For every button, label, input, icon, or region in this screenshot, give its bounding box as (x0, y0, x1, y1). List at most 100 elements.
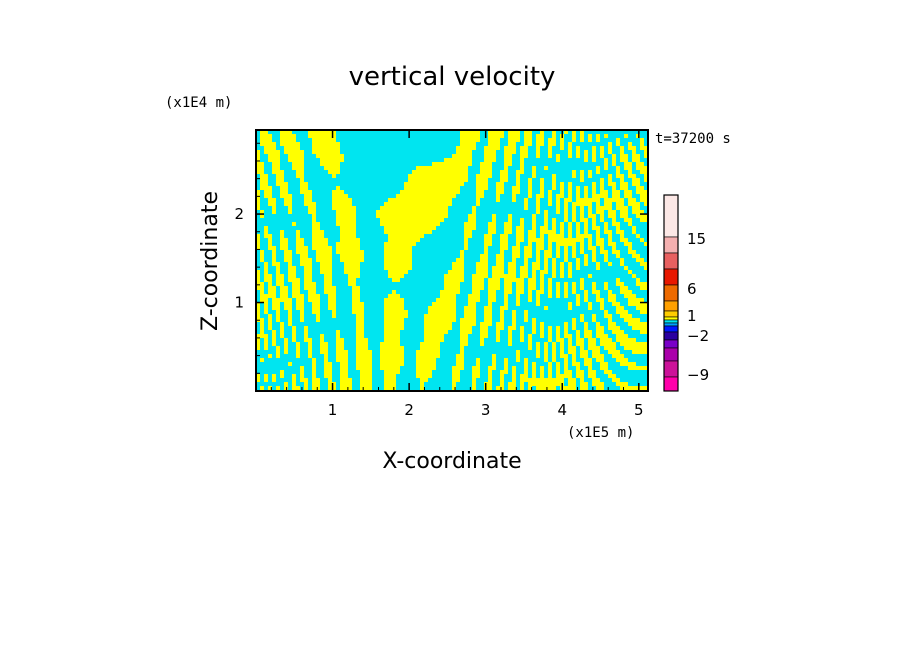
updraft-cell (572, 254, 576, 258)
updraft-cell (284, 342, 288, 346)
updraft-cell (284, 346, 288, 350)
updraft-cell (360, 370, 372, 374)
updraft-cell (516, 282, 524, 286)
time-label: t=37200 s (655, 131, 731, 147)
updraft-cell (312, 238, 328, 242)
updraft-cell (612, 330, 624, 334)
updraft-cell (280, 322, 284, 326)
updraft-cell (592, 354, 604, 358)
updraft-cell (272, 298, 292, 302)
updraft-cell (384, 378, 396, 382)
updraft-cell (624, 166, 632, 170)
updraft-cell (568, 222, 572, 226)
updraft-cell (256, 286, 264, 290)
updraft-cell (616, 278, 620, 282)
updraft-cell (620, 154, 628, 158)
updraft-cell (488, 142, 500, 146)
updraft-cell (504, 154, 512, 158)
updraft-cell (568, 274, 572, 278)
updraft-cell (408, 174, 468, 178)
updraft-cell (308, 298, 320, 302)
updraft-cell (508, 342, 512, 346)
updraft-cell (488, 282, 500, 286)
updraft-cell (300, 182, 308, 186)
updraft-cell (568, 382, 576, 386)
updraft-cell (592, 286, 596, 290)
updraft-cell (524, 314, 528, 318)
updraft-cell (564, 210, 568, 214)
updraft-cell (580, 178, 584, 182)
updraft-cell (540, 326, 544, 330)
updraft-cell (616, 174, 624, 178)
updraft-cell (512, 190, 520, 194)
updraft-cell (332, 194, 348, 198)
updraft-cell (472, 206, 476, 210)
updraft-cell (348, 274, 360, 278)
colorbar-swatch (663, 325, 679, 333)
updraft-cell (284, 258, 292, 262)
updraft-cell (624, 218, 632, 222)
updraft-cell (512, 310, 516, 314)
updraft-cell (360, 378, 372, 382)
updraft-cell (276, 318, 280, 322)
updraft-cell (268, 154, 280, 158)
updraft-cell (356, 366, 372, 370)
updraft-cell (424, 326, 452, 330)
updraft-cell (608, 374, 616, 378)
updraft-cell (600, 250, 608, 254)
updraft-cell (256, 310, 260, 314)
updraft-cell (312, 362, 316, 366)
updraft-cell (556, 334, 560, 338)
updraft-cell (424, 334, 444, 338)
updraft-cell (268, 246, 276, 250)
updraft-cell (340, 362, 348, 366)
updraft-cell (276, 270, 280, 274)
updraft-cell (296, 250, 308, 254)
updraft-cell (476, 198, 480, 202)
updraft-cell (460, 130, 480, 134)
updraft-cell (612, 218, 616, 222)
updraft-cell (336, 242, 360, 246)
colorbar-label: −2 (687, 327, 709, 345)
updraft-cell (504, 158, 512, 162)
updraft-cell (628, 366, 648, 370)
updraft-cell (504, 278, 524, 282)
updraft-cell (612, 302, 620, 306)
updraft-cell (284, 350, 288, 354)
updraft-cell (328, 294, 336, 298)
updraft-cell (404, 186, 460, 190)
updraft-cell (580, 130, 584, 134)
updraft-cell (564, 362, 568, 366)
updraft-cell (272, 258, 276, 262)
updraft-cell (592, 318, 596, 322)
updraft-cell (524, 262, 528, 266)
updraft-cell (532, 326, 536, 330)
updraft-cell (500, 174, 508, 178)
updraft-cell (596, 262, 600, 266)
updraft-cell (528, 386, 532, 390)
updraft-cell (632, 178, 640, 182)
updraft-cell (320, 346, 328, 350)
updraft-cell (556, 202, 560, 206)
updraft-cell (276, 178, 284, 182)
updraft-cell (524, 134, 532, 138)
updraft-cell (292, 162, 304, 166)
updraft-cell (336, 214, 356, 218)
updraft-cell (316, 258, 332, 262)
updraft-cell (460, 254, 464, 258)
updraft-cell (628, 174, 636, 178)
updraft-cell (256, 166, 264, 170)
updraft-cell (564, 286, 568, 290)
updraft-cell (608, 326, 620, 330)
updraft-cell (536, 134, 544, 138)
updraft-cell (548, 150, 552, 154)
updraft-cell (512, 186, 520, 190)
updraft-cell (568, 186, 572, 190)
updraft-cell (384, 322, 404, 326)
updraft-cell (356, 322, 364, 326)
updraft-cell (608, 150, 612, 154)
updraft-cell (300, 370, 304, 374)
updraft-cell (264, 278, 272, 282)
updraft-cell (508, 270, 516, 274)
updraft-cell (640, 218, 648, 222)
